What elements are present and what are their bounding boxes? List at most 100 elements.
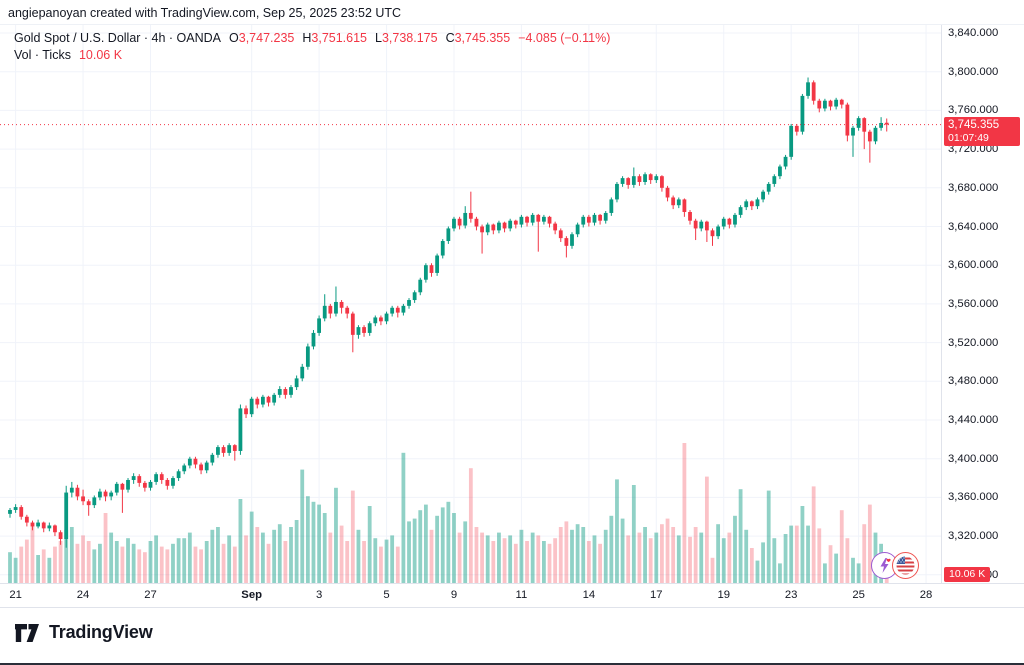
volume-bar xyxy=(131,543,136,583)
candle-body xyxy=(665,187,670,198)
volume-bar xyxy=(845,538,850,583)
time-axis-label: 14 xyxy=(582,589,596,601)
volume-bar xyxy=(345,541,350,583)
candle-body xyxy=(699,221,704,229)
candle-body xyxy=(468,212,473,219)
time-axis-label: 27 xyxy=(144,589,157,601)
candle-body xyxy=(154,474,159,482)
candle-body xyxy=(58,532,63,540)
volume-bar xyxy=(142,552,147,583)
candle-body xyxy=(356,327,361,335)
candle-body xyxy=(440,241,445,256)
candle-body xyxy=(609,199,614,213)
price-axis-label: 3,320.000 xyxy=(948,530,999,543)
volume-bar xyxy=(362,541,366,583)
volume-bar xyxy=(199,549,203,583)
time-axis-label: 5 xyxy=(383,589,390,601)
candle-body xyxy=(542,216,546,222)
candle-body xyxy=(384,313,389,322)
volume-bar xyxy=(468,468,473,583)
time-axis[interactable]: 21 24 27 Sep 3 5 9 11 14 17 19 23 25 28 xyxy=(0,583,1024,608)
candle-body xyxy=(221,447,226,453)
volume-bar xyxy=(109,532,114,583)
candle-body xyxy=(845,104,850,136)
volume-bar xyxy=(305,496,310,583)
candle-body xyxy=(423,265,428,280)
volume-bar xyxy=(457,532,462,583)
volume-bar xyxy=(423,504,428,583)
volume-bar xyxy=(789,525,794,583)
candle-body xyxy=(575,224,580,235)
candle-body xyxy=(502,222,507,229)
candle-body xyxy=(98,491,102,498)
volume-indicator-title[interactable]: Vol · Ticks xyxy=(14,48,71,62)
volume-bar xyxy=(733,515,737,583)
candle-body xyxy=(8,509,12,514)
volume-bar xyxy=(334,487,338,583)
candlestick-chart[interactable] xyxy=(0,25,941,583)
volume-bar xyxy=(176,538,181,583)
candle-body xyxy=(643,174,647,182)
volume-bar xyxy=(699,532,704,583)
volume-bar xyxy=(395,546,400,583)
volume-bar xyxy=(244,535,248,583)
candle-body xyxy=(13,507,18,510)
candle-body xyxy=(317,318,321,333)
volume-bar xyxy=(8,552,12,583)
volume-bar xyxy=(182,538,187,583)
candle-body xyxy=(373,317,378,324)
volume-bar xyxy=(429,529,434,583)
volume-bar xyxy=(710,557,715,583)
volume-bar xyxy=(553,538,558,583)
volume-bar xyxy=(440,507,445,583)
tradingview-mark-icon xyxy=(15,623,39,642)
price-axis[interactable]: 3,840.000 3,800.000 3,760.000 3,720.000 3,68… xyxy=(941,25,1024,583)
candle-body xyxy=(171,478,175,486)
candle-body xyxy=(547,216,552,224)
candle-body xyxy=(811,82,816,101)
candle-body xyxy=(867,131,872,142)
price-axis-label: 3,640.000 xyxy=(948,220,999,233)
volume-bar xyxy=(19,546,24,583)
candle-body xyxy=(210,454,215,463)
tradingview-logo[interactable]: TradingView xyxy=(14,622,153,643)
time-axis-label: 19 xyxy=(717,589,731,601)
chart-pane[interactable]: Gold Spot / U.S. Dollar · 4h · OANDA O3,… xyxy=(0,25,941,583)
candle-body xyxy=(64,492,69,540)
candle-body xyxy=(114,483,119,493)
candle-body xyxy=(727,218,732,225)
candle-body xyxy=(350,313,355,335)
volume-bar xyxy=(491,541,496,583)
us-flag-event-icon[interactable] xyxy=(892,552,919,579)
volume-bar xyxy=(474,527,479,583)
candle-body xyxy=(227,445,232,453)
candle-body xyxy=(255,398,260,405)
volume-bar xyxy=(671,527,676,583)
candle-body xyxy=(721,218,726,227)
volume-bar xyxy=(300,469,305,583)
candle-body xyxy=(733,214,737,225)
candle-body xyxy=(412,292,417,301)
candle-body xyxy=(142,482,147,488)
volume-bar xyxy=(508,535,513,583)
volume-bar xyxy=(525,541,529,583)
symbol-title[interactable]: Gold Spot / U.S. Dollar · 4h · OANDA xyxy=(14,31,222,45)
volume-bar xyxy=(98,543,102,583)
volume-bar xyxy=(620,518,625,583)
candle-body xyxy=(86,501,91,506)
volume-bar xyxy=(120,546,125,583)
candle-body xyxy=(693,220,698,229)
candle-body xyxy=(30,522,35,527)
candle-body xyxy=(508,220,513,229)
volume-bar xyxy=(575,524,580,583)
volume-bar xyxy=(204,541,209,583)
candle-body xyxy=(75,487,80,497)
volume-bar xyxy=(249,511,254,583)
volume-bar xyxy=(497,532,501,583)
time-axis-label: 24 xyxy=(76,589,90,601)
candle-body xyxy=(474,218,479,227)
volume-bar xyxy=(401,452,406,583)
candle-body xyxy=(19,507,24,517)
candle-body xyxy=(823,100,827,109)
candle-body xyxy=(530,214,535,223)
